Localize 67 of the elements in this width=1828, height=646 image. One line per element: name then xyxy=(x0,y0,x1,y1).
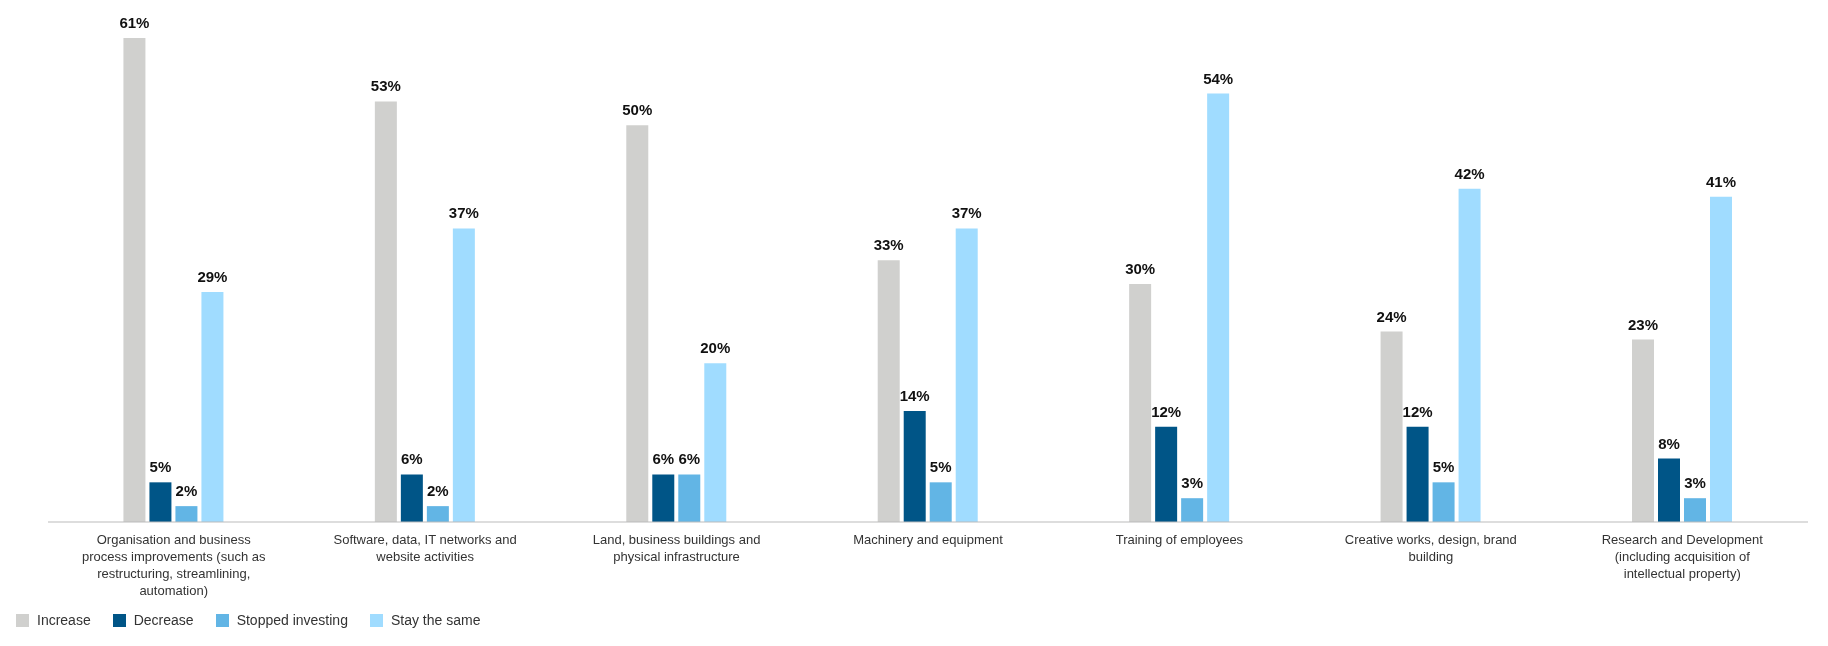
bar xyxy=(426,506,449,522)
data-label: 2% xyxy=(175,482,198,500)
data-label: 37% xyxy=(448,204,479,222)
bar xyxy=(452,228,475,522)
x-tick-label: Training of employees xyxy=(1115,532,1244,547)
x-tick-label: Creative works, design, brand building xyxy=(1344,532,1517,564)
data-label: 3% xyxy=(1684,474,1706,492)
data-label: 30% xyxy=(1125,259,1156,277)
legend-label: Stay the same xyxy=(389,612,481,628)
data-label: 23% xyxy=(1627,315,1659,333)
bar xyxy=(1632,339,1654,522)
bar xyxy=(704,363,727,522)
bar xyxy=(400,474,423,522)
data-label: 5% xyxy=(1432,458,1455,476)
data-label: 8% xyxy=(1658,434,1680,452)
bar xyxy=(1380,331,1403,522)
bar xyxy=(1155,426,1178,522)
data-label: 5% xyxy=(149,458,172,476)
data-label: 2% xyxy=(427,482,449,500)
bar xyxy=(1129,283,1152,522)
bar xyxy=(626,125,649,522)
bar xyxy=(903,410,926,522)
bar xyxy=(1181,498,1204,522)
bar xyxy=(877,260,900,522)
bar xyxy=(201,291,224,522)
data-label: 6% xyxy=(401,450,423,468)
data-label: 5% xyxy=(929,458,952,476)
bar xyxy=(149,482,172,522)
bar xyxy=(678,474,701,522)
bar xyxy=(374,101,397,522)
bar xyxy=(955,228,978,522)
bar xyxy=(652,474,675,522)
data-label: 50% xyxy=(622,101,653,119)
data-label: 3% xyxy=(1181,474,1203,492)
bar xyxy=(1684,498,1706,522)
data-label: 14% xyxy=(899,386,930,404)
data-label: 54% xyxy=(1203,69,1234,87)
bar xyxy=(1710,196,1732,522)
legend-label: Decrease xyxy=(132,612,194,628)
x-tick-label: Machinery and equipment xyxy=(853,532,1004,547)
x-tick-label: Software, data, IT networks and website activities xyxy=(333,532,517,564)
data-label: 24% xyxy=(1376,307,1407,325)
legend-label: Stopped investing xyxy=(235,612,348,628)
data-label: 29% xyxy=(197,267,228,285)
x-tick-label: Organisation and business process improvements (such as restructuring, streamlining, automation) xyxy=(81,532,266,598)
bar xyxy=(929,482,952,522)
data-label: 61% xyxy=(119,14,150,31)
bar xyxy=(175,506,198,522)
bar xyxy=(123,38,146,522)
data-label: 33% xyxy=(873,236,904,254)
data-label: 6% xyxy=(652,450,675,468)
data-label: 12% xyxy=(1402,402,1433,420)
data-label: 42% xyxy=(1454,164,1485,182)
data-label: 12% xyxy=(1151,402,1182,420)
bar xyxy=(1458,188,1481,522)
bar xyxy=(1658,458,1680,522)
bar xyxy=(1432,482,1455,522)
data-label: 20% xyxy=(700,339,731,357)
x-tick-label: Land, business buildings and physical infrastructure xyxy=(592,532,761,564)
data-label: 41% xyxy=(1705,172,1737,190)
bar xyxy=(1406,426,1429,522)
data-label: 37% xyxy=(951,204,982,222)
legend-label: Increase xyxy=(36,612,91,628)
x-tick-label: Research and Development (including acquisition of intellectual property) xyxy=(1601,532,1764,581)
data-label: 6% xyxy=(678,450,701,468)
data-label: 53% xyxy=(370,77,401,95)
bar xyxy=(1207,93,1230,522)
